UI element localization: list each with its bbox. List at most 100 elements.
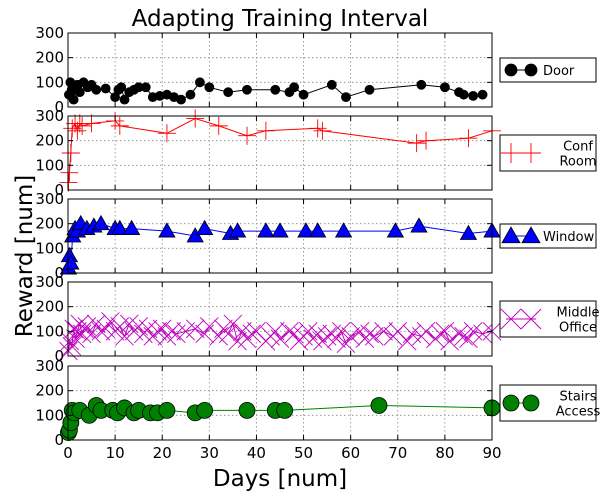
data-point: [308, 119, 327, 138]
data-point: [454, 326, 474, 346]
panel-frame: [67, 32, 493, 108]
legend-1: Door: [499, 57, 597, 83]
y-tick-label: 300: [35, 24, 64, 42]
data-point: [62, 254, 80, 270]
data-point: [439, 82, 450, 93]
data-point: [463, 322, 483, 341]
panel-1: 0 100 200 300 Door: [35, 24, 597, 116]
y-tick-label: 200: [35, 298, 64, 316]
y-tick-label: 0: [54, 431, 64, 449]
legend-marker: [500, 308, 522, 330]
data-point: [370, 397, 388, 414]
legend-label: Room: [559, 155, 596, 170]
data-point: [82, 324, 101, 344]
data-point: [158, 401, 176, 419]
y-tick-label: 0: [54, 98, 64, 116]
data-point: [435, 322, 455, 341]
y-tick-label: 100: [35, 156, 64, 174]
x-tick-label: 40: [247, 444, 266, 462]
x-tick-label: 80: [435, 444, 454, 462]
data-point: [74, 87, 85, 98]
y-tick-label: 300: [35, 107, 64, 125]
x-tick-label: 20: [153, 444, 172, 462]
data-point: [374, 322, 393, 341]
data-point: [111, 219, 129, 236]
data-point: [449, 324, 469, 344]
data-point: [100, 83, 111, 94]
data-point: [92, 214, 110, 231]
data-point: [119, 94, 130, 105]
x-tick-label: 70: [388, 444, 407, 462]
data-point: [68, 121, 87, 140]
data-point: [416, 79, 427, 90]
data-point: [468, 91, 479, 101]
data-point: [223, 314, 243, 334]
data-point: [148, 322, 167, 341]
data-point: [364, 326, 384, 346]
x-tick-label: 0: [63, 444, 73, 462]
data-point: [176, 94, 186, 105]
data-point: [473, 324, 492, 344]
data-point: [298, 89, 309, 100]
data-point: [68, 94, 79, 105]
data-point: [115, 326, 134, 346]
data-point: [459, 129, 478, 148]
data-point: [204, 82, 215, 93]
data-point: [223, 87, 234, 98]
x-tick-label: 90: [482, 444, 501, 462]
data-point: [430, 324, 450, 344]
data-point: [270, 84, 281, 95]
data-point: [110, 317, 130, 336]
data-point: [256, 121, 275, 140]
data-point: [185, 89, 196, 100]
x-tick-label: 50: [294, 444, 313, 462]
legend-label: Access: [556, 405, 601, 420]
panel-frame: [67, 281, 493, 357]
data-point: [195, 77, 205, 88]
legend-marker: [504, 63, 518, 77]
legend-marker: [501, 143, 521, 163]
data-point: [61, 144, 80, 162]
data-point: [417, 131, 436, 150]
data-point: [196, 401, 214, 419]
data-point: [386, 222, 405, 238]
data-point: [402, 324, 422, 344]
data-point: [110, 116, 129, 135]
data-point: [162, 322, 181, 341]
y-tick-label: 0: [54, 181, 64, 199]
data-point: [157, 124, 176, 143]
data-point: [458, 89, 469, 100]
data-point: [297, 222, 315, 238]
data-point: [238, 126, 257, 145]
data-point: [271, 222, 289, 238]
y-tick-label: 300: [35, 273, 64, 291]
data-point: [167, 324, 186, 344]
legend-label: Middle: [557, 306, 600, 321]
panel-frame: [67, 115, 493, 191]
data-point: [257, 222, 275, 238]
legend-label: Office: [559, 321, 597, 336]
legend-marker: [521, 143, 541, 163]
legend-label: Stairs: [559, 390, 596, 405]
y-tick-label: 100: [35, 322, 64, 340]
y-tick-label: 200: [35, 132, 64, 150]
data-point: [82, 114, 101, 133]
x-tick-label: 30: [200, 444, 219, 462]
data-point: [101, 312, 120, 331]
data-point: [228, 222, 247, 238]
data-point: [289, 82, 300, 93]
legend-marker: [524, 63, 538, 77]
data-point: [60, 163, 79, 182]
legend-marker: [501, 226, 521, 244]
data-point: [459, 224, 478, 240]
legend-3: Window: [499, 223, 597, 249]
y-tick-label: 0: [54, 347, 64, 365]
data-point: [185, 319, 205, 339]
legend-label: Window: [543, 230, 595, 245]
y-tick-label: 100: [35, 73, 64, 91]
data-point: [331, 322, 351, 341]
chart-title: Adapting Training Interval: [132, 6, 429, 32]
